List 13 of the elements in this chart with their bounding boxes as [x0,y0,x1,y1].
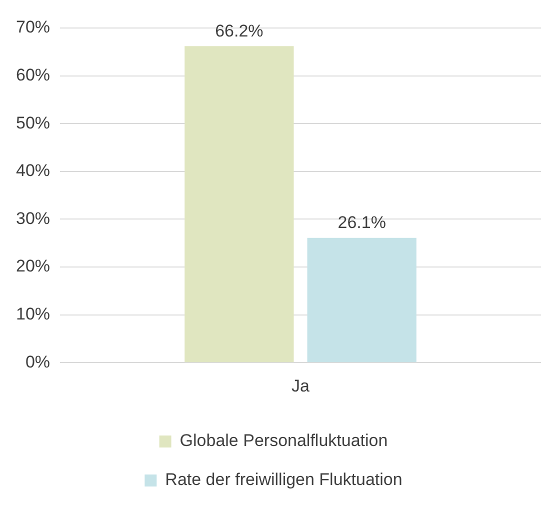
y-tick-label: 0% [25,352,50,372]
y-tick-label: 30% [16,208,50,228]
y-tick-label: 50% [16,113,50,132]
y-tick-label: 70% [16,18,50,37]
x-tick-label: Ja [292,376,310,396]
y-tick-label: 40% [16,161,50,180]
y-tick-label: 60% [16,65,50,84]
legend-label: Globale Personalfluktuation [180,431,388,450]
data-label: 26.1% [338,213,386,232]
y-tick-label: 20% [16,256,50,276]
y-tick-label: 10% [16,304,50,324]
legend-label: Rate der freiwilligen Fluktuation [165,470,402,490]
data-label: 66.2% [215,21,264,40]
